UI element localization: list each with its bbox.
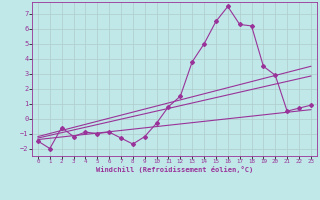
X-axis label: Windchill (Refroidissement éolien,°C): Windchill (Refroidissement éolien,°C) (96, 166, 253, 173)
